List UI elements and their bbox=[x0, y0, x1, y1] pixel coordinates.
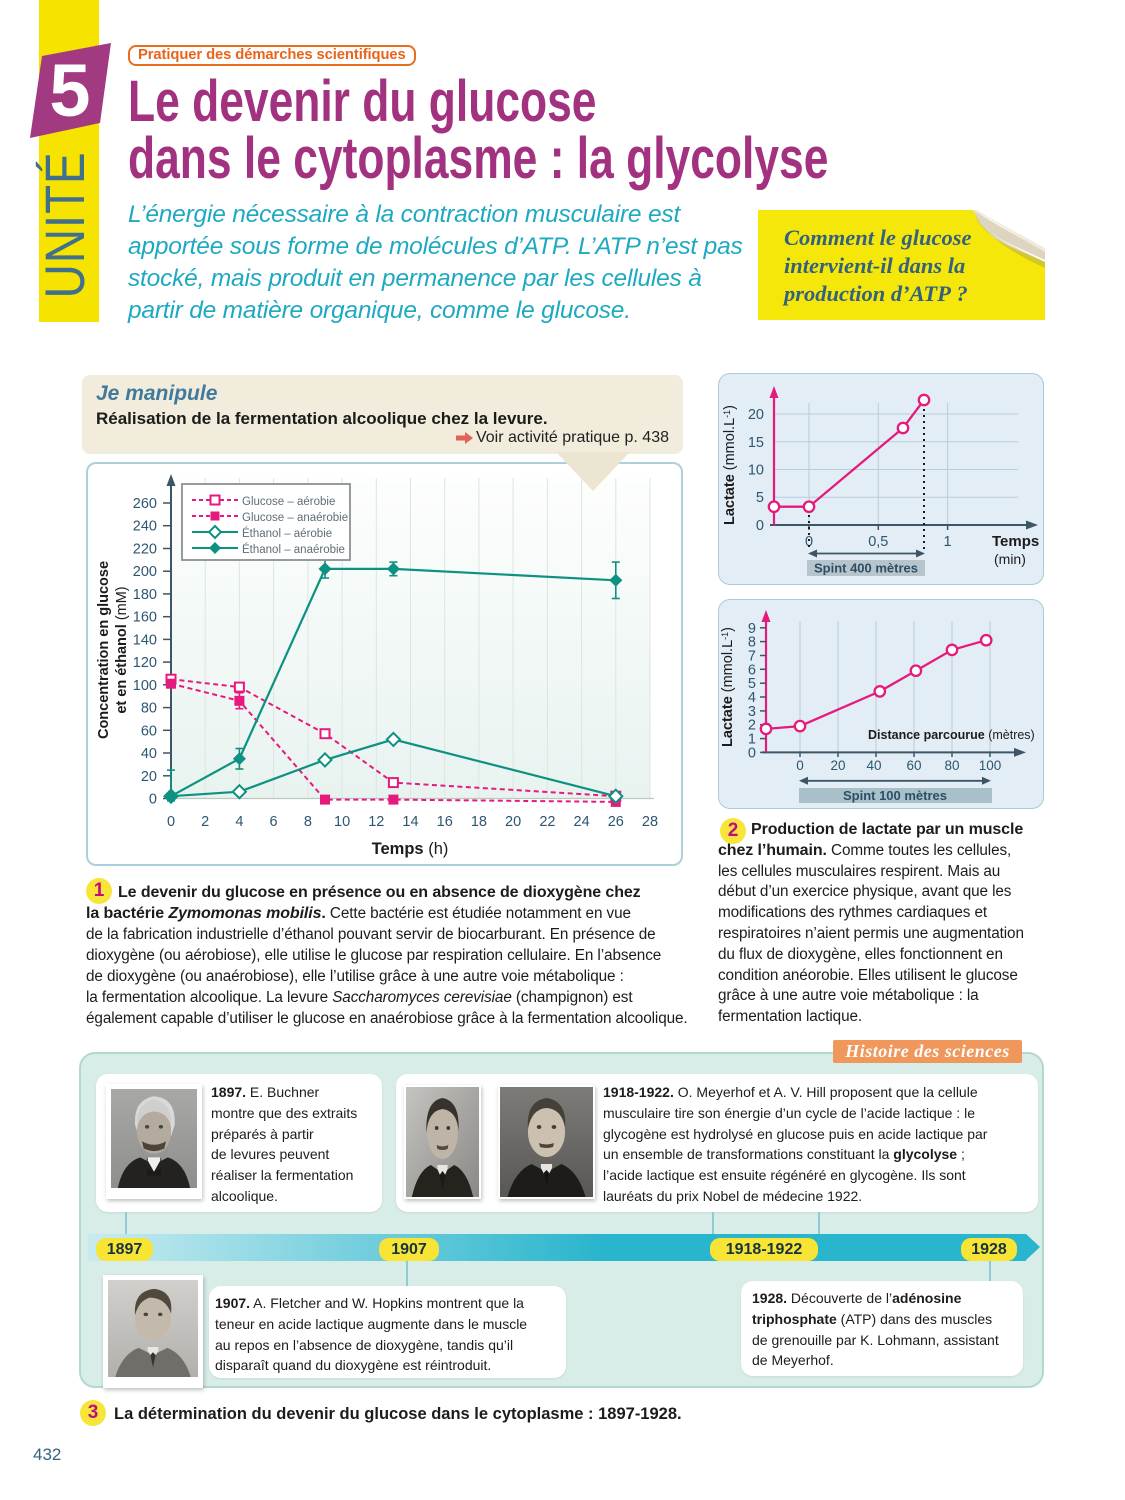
svg-text:5: 5 bbox=[756, 490, 764, 506]
svg-text:10: 10 bbox=[748, 463, 764, 479]
svg-text:260: 260 bbox=[133, 496, 157, 512]
svg-text:0: 0 bbox=[167, 814, 175, 830]
svg-text:Spint 100 mètres: Spint 100 mètres bbox=[843, 788, 947, 803]
svg-text:1: 1 bbox=[748, 732, 756, 748]
svg-text:Glucose – anaérobie: Glucose – anaérobie bbox=[242, 512, 348, 524]
svg-text:14: 14 bbox=[402, 814, 418, 830]
svg-text:2: 2 bbox=[201, 814, 209, 830]
svg-text:3: 3 bbox=[748, 704, 756, 720]
svg-text:180: 180 bbox=[133, 587, 157, 603]
svg-text:7: 7 bbox=[748, 649, 756, 665]
svg-text:0: 0 bbox=[149, 792, 157, 808]
svg-text:60: 60 bbox=[906, 758, 921, 773]
svg-text:Éthanol – aérobie: Éthanol – aérobie bbox=[242, 527, 332, 540]
svg-text:Lactate (mmol.L-1): Lactate (mmol.L-1) bbox=[722, 405, 738, 525]
svg-text:28: 28 bbox=[642, 814, 658, 830]
svg-text:(min): (min) bbox=[994, 551, 1026, 567]
svg-text:Concentration en glucose: Concentration en glucose bbox=[96, 561, 112, 739]
svg-text:60: 60 bbox=[141, 723, 157, 739]
svg-text:Lactate (mmol.L-1): Lactate (mmol.L-1) bbox=[720, 627, 736, 747]
svg-text:5: 5 bbox=[49, 49, 90, 132]
svg-text:8: 8 bbox=[304, 814, 312, 830]
svg-text:26: 26 bbox=[608, 814, 624, 830]
svg-text:Temps: Temps bbox=[992, 533, 1039, 550]
svg-text:12: 12 bbox=[368, 814, 384, 830]
svg-text:100: 100 bbox=[133, 678, 157, 694]
svg-text:0: 0 bbox=[756, 518, 764, 534]
svg-text:Spint 400 mètres: Spint 400 mètres bbox=[814, 561, 918, 576]
svg-text:200: 200 bbox=[133, 564, 157, 580]
svg-text:6: 6 bbox=[748, 662, 756, 678]
svg-text:0: 0 bbox=[805, 534, 813, 550]
svg-text:2: 2 bbox=[748, 718, 756, 734]
svg-text:100: 100 bbox=[979, 758, 1002, 773]
svg-text:20: 20 bbox=[141, 769, 157, 785]
svg-text:Éthanol – anaérobie: Éthanol – anaérobie bbox=[242, 543, 345, 556]
svg-text:4: 4 bbox=[235, 814, 243, 830]
svg-text:18: 18 bbox=[471, 814, 487, 830]
svg-text:4: 4 bbox=[748, 690, 756, 706]
svg-text:0,5: 0,5 bbox=[868, 534, 888, 550]
svg-text:et en éthanol (mM): et en éthanol (mM) bbox=[114, 586, 130, 713]
svg-text:8: 8 bbox=[748, 635, 756, 651]
svg-text:5: 5 bbox=[748, 676, 756, 692]
svg-text:24: 24 bbox=[574, 814, 590, 830]
svg-text:80: 80 bbox=[141, 701, 157, 717]
svg-text:20: 20 bbox=[748, 407, 764, 423]
svg-text:40: 40 bbox=[141, 746, 157, 762]
svg-text:40: 40 bbox=[866, 758, 881, 773]
svg-text:240: 240 bbox=[133, 519, 157, 535]
svg-text:Temps (h): Temps (h) bbox=[372, 840, 449, 858]
svg-text:22: 22 bbox=[539, 814, 555, 830]
svg-text:20: 20 bbox=[830, 758, 845, 773]
svg-text:16: 16 bbox=[437, 814, 453, 830]
svg-text:Distance parcourue (mètres): Distance parcourue (mètres) bbox=[868, 728, 1035, 742]
svg-text:20: 20 bbox=[505, 814, 521, 830]
svg-text:220: 220 bbox=[133, 542, 157, 558]
svg-text:0: 0 bbox=[748, 745, 756, 761]
svg-text:120: 120 bbox=[133, 655, 157, 671]
svg-text:10: 10 bbox=[334, 814, 350, 830]
svg-text:140: 140 bbox=[133, 632, 157, 648]
svg-text:15: 15 bbox=[748, 435, 764, 451]
svg-text:9: 9 bbox=[748, 621, 756, 637]
svg-text:0: 0 bbox=[796, 758, 804, 773]
svg-text:80: 80 bbox=[944, 758, 959, 773]
svg-text:Glucose – aérobie: Glucose – aérobie bbox=[242, 496, 335, 508]
svg-text:1: 1 bbox=[944, 534, 952, 550]
svg-text:6: 6 bbox=[270, 814, 278, 830]
svg-text:160: 160 bbox=[133, 610, 157, 626]
